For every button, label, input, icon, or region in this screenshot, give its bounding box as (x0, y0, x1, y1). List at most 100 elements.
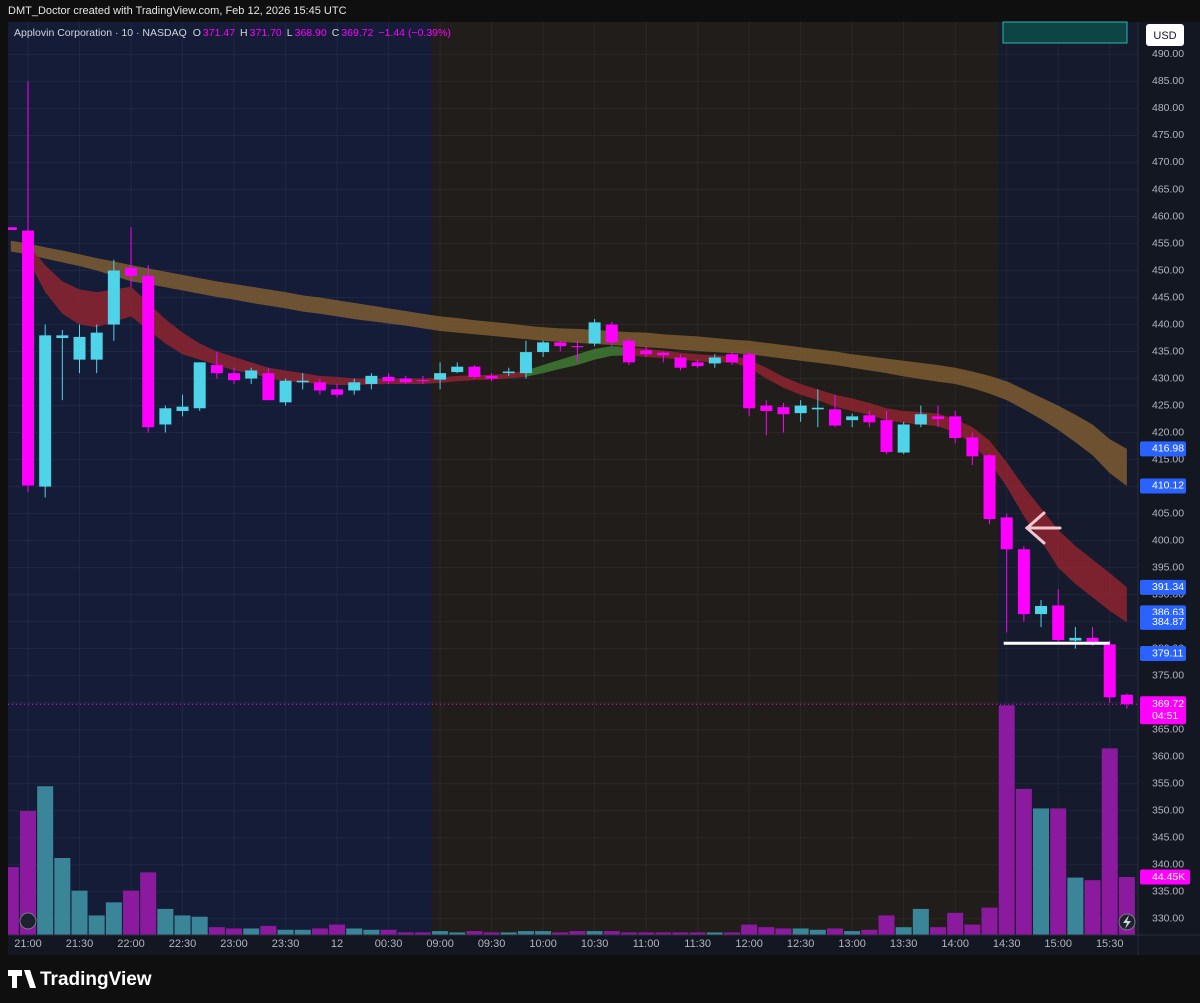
candle-body (296, 380, 309, 383)
volume-bar (981, 907, 998, 935)
legend-value: 371.70 (250, 27, 282, 39)
ma-band (28, 243, 526, 386)
x-tick-label: 14:00 (941, 938, 969, 950)
last-price-label: 369.72 (1152, 698, 1184, 710)
events-icon[interactable] (19, 912, 37, 930)
candle-body (502, 371, 515, 374)
y-tick-label: 480.00 (1152, 102, 1184, 114)
candle-body (382, 376, 395, 382)
y-tick-label: 435.00 (1152, 345, 1184, 357)
candle-body (811, 407, 824, 410)
currency-button[interactable] (1146, 24, 1184, 46)
candle-body (39, 335, 52, 487)
volume-bar (723, 932, 740, 935)
price-label-box (1140, 478, 1186, 494)
volume-bar (191, 916, 208, 935)
candle-body (640, 350, 653, 355)
legend-key: L (287, 27, 293, 39)
x-tick-label: 23:30 (272, 938, 300, 950)
volume-bar (895, 927, 912, 935)
volume-bar (8, 867, 19, 935)
volume-bar (1015, 788, 1032, 935)
x-tick-label: 12:30 (787, 938, 815, 950)
volume-bar (569, 931, 586, 935)
y-tick-label: 340.00 (1152, 859, 1184, 871)
volume-bar (88, 915, 105, 935)
candle-body (399, 378, 412, 383)
volume-bar (260, 925, 277, 935)
x-tick-label: 13:30 (890, 938, 918, 950)
volume-bar (964, 924, 981, 935)
y-tick-label: 440.00 (1152, 318, 1184, 330)
volume-bar (603, 931, 620, 935)
x-tick-label: 10:30 (581, 938, 609, 950)
candle-body (760, 405, 773, 411)
volume-bar (329, 924, 346, 935)
legend-key: O (193, 27, 201, 39)
price-label-box (1140, 579, 1186, 595)
volume-bar (552, 932, 569, 935)
candle-body (537, 342, 550, 353)
x-tick-label: 11:30 (684, 938, 711, 950)
volume-label: 44.45K (1152, 871, 1185, 883)
volume-bar (140, 872, 157, 935)
candle-body (588, 322, 601, 344)
volume-bar (483, 932, 500, 935)
x-tick-label: 12:00 (735, 938, 763, 950)
legend-value: 369.72 (341, 27, 373, 39)
candle-body (1120, 694, 1133, 705)
x-tick-label: 09:30 (478, 938, 506, 950)
volume-bar (208, 927, 225, 935)
x-tick-label: 00:30 (375, 938, 403, 950)
candle-body (519, 352, 532, 374)
ma-band (10, 240, 1127, 486)
candle-body (73, 336, 86, 360)
x-tick-label: 21:30 (66, 938, 94, 950)
volume-bar (37, 786, 54, 935)
session-bg (8, 22, 432, 935)
candle-body (365, 375, 378, 384)
candle-body (22, 230, 34, 486)
candle-body (90, 332, 103, 360)
price-label-box (1140, 645, 1186, 661)
y-tick-label: 345.00 (1152, 832, 1184, 844)
volume-bar (775, 928, 792, 935)
price-label: 384.87 (1152, 616, 1184, 628)
candle-body (674, 357, 687, 368)
header-text: DMT_Doctor created with TradingView.com,… (8, 5, 347, 17)
candle-body (794, 405, 807, 414)
y-tick-label: 425.00 (1152, 399, 1184, 411)
candle-body (485, 375, 498, 379)
x-tick-label: 10:00 (529, 938, 557, 950)
session-bg (431, 22, 999, 935)
volume-bar (432, 931, 449, 935)
y-tick-label: 460.00 (1152, 210, 1184, 222)
candle-body (897, 424, 910, 453)
volume-bar (689, 932, 706, 935)
y-tick-label: 420.00 (1152, 426, 1184, 438)
currency-label[interactable]: USD (1153, 30, 1176, 42)
candle-body (657, 352, 670, 356)
volume-bar (311, 928, 328, 935)
candle-body (1103, 644, 1116, 698)
x-tick-label: 15:00 (1044, 938, 1072, 950)
x-tick-label: 13:00 (838, 938, 866, 950)
volume-bar (277, 929, 294, 935)
legend-value: 368.90 (295, 27, 327, 39)
volume-bar (1067, 877, 1084, 935)
y-tick-label: 490.00 (1152, 48, 1184, 60)
candle-body (8, 227, 17, 230)
volume-bar (758, 927, 775, 935)
volume-bar (998, 705, 1015, 935)
y-tick-label: 455.00 (1152, 237, 1184, 249)
candle-body (176, 406, 189, 411)
candle-body (1069, 637, 1082, 641)
candle-body (914, 414, 927, 425)
x-tick-label: 22:00 (117, 938, 145, 950)
candle-body (725, 354, 738, 363)
volume-bar (380, 929, 397, 935)
candle-body (210, 365, 223, 374)
candle-body (56, 335, 69, 339)
volume-bar (947, 912, 964, 935)
